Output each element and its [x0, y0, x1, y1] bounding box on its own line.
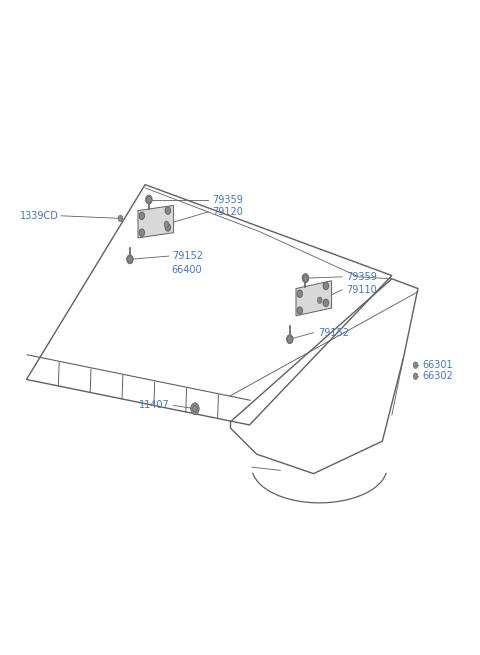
Text: 79359: 79359 — [213, 195, 243, 204]
Text: 79152: 79152 — [318, 328, 349, 338]
Polygon shape — [296, 281, 332, 316]
Text: 66302: 66302 — [422, 371, 453, 381]
Circle shape — [303, 275, 308, 282]
Text: 66400: 66400 — [171, 265, 202, 275]
Circle shape — [192, 405, 197, 412]
Circle shape — [165, 207, 170, 214]
Text: 66301: 66301 — [422, 360, 453, 370]
Text: 79120: 79120 — [213, 207, 243, 217]
Circle shape — [288, 336, 292, 343]
Circle shape — [413, 362, 418, 368]
Circle shape — [297, 307, 302, 314]
Circle shape — [139, 212, 144, 219]
Circle shape — [164, 221, 169, 227]
Polygon shape — [138, 206, 174, 238]
Circle shape — [127, 255, 133, 264]
Circle shape — [317, 297, 322, 303]
Circle shape — [191, 403, 199, 415]
Text: 79110: 79110 — [346, 285, 377, 295]
Circle shape — [287, 335, 293, 344]
Circle shape — [139, 229, 144, 236]
Text: 79359: 79359 — [346, 272, 377, 282]
Text: 1339CD: 1339CD — [20, 211, 59, 221]
Circle shape — [302, 274, 309, 283]
Circle shape — [323, 282, 328, 290]
Circle shape — [118, 215, 123, 221]
Circle shape — [128, 256, 132, 263]
Circle shape — [297, 290, 302, 297]
Circle shape — [413, 373, 418, 379]
Circle shape — [165, 224, 170, 231]
Text: 11407: 11407 — [139, 400, 170, 411]
Text: 79152: 79152 — [173, 251, 204, 261]
Circle shape — [323, 299, 328, 307]
Circle shape — [146, 196, 151, 203]
Circle shape — [145, 195, 152, 204]
